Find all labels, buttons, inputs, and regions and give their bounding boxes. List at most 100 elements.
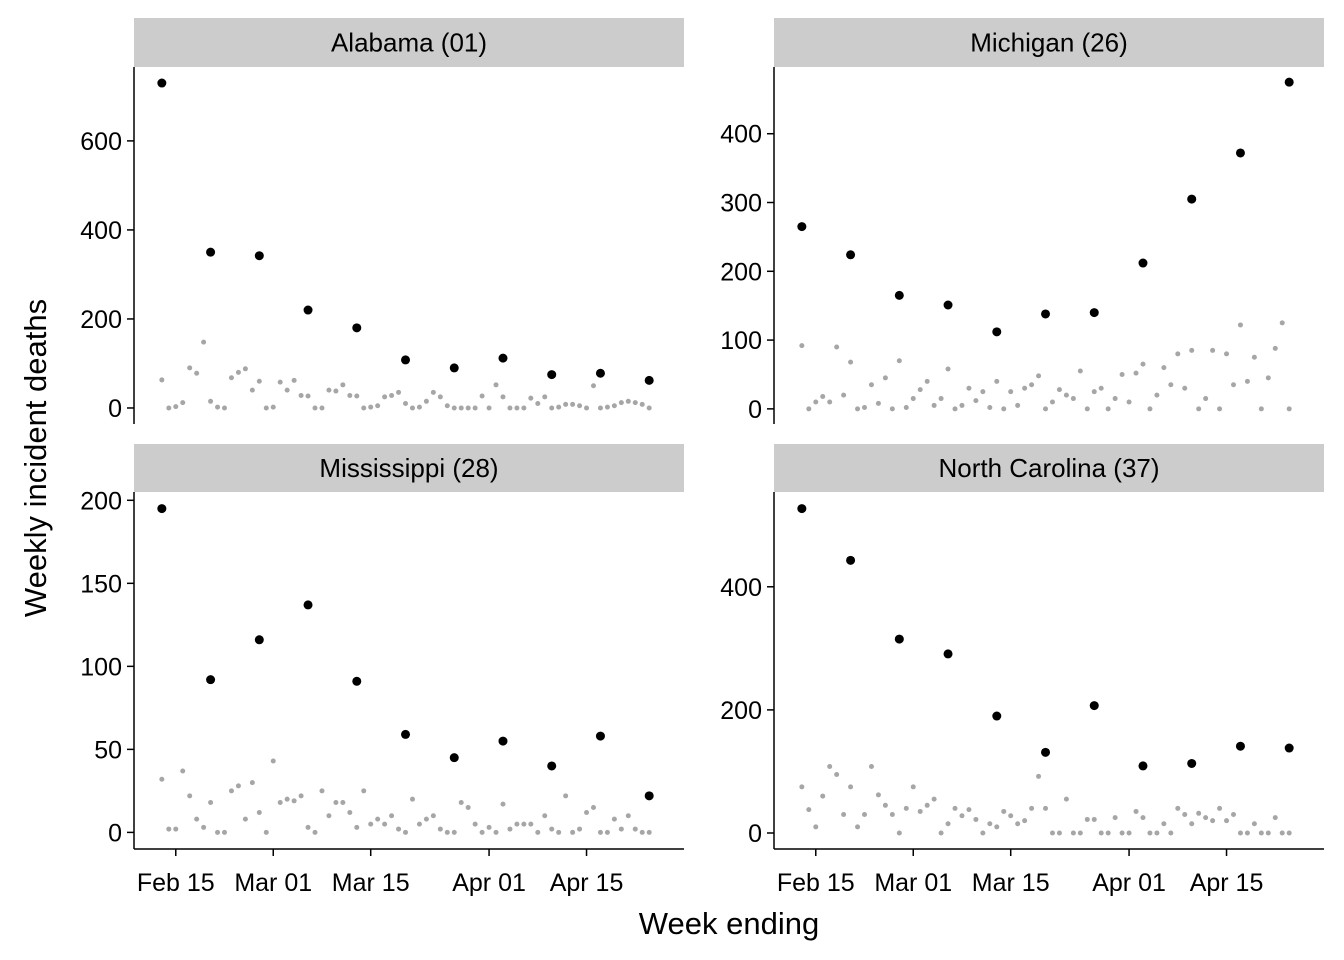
y-tick-label: 0 [748, 820, 762, 848]
y-tick-label: 400 [80, 217, 122, 245]
point [1235, 148, 1245, 158]
point [1154, 830, 1160, 836]
point [820, 793, 826, 799]
point [590, 804, 596, 810]
point [254, 635, 264, 645]
y-tick-label: 400 [720, 121, 762, 149]
point [1089, 701, 1099, 711]
point [340, 382, 346, 388]
point [1182, 812, 1188, 818]
point [813, 399, 819, 405]
point [980, 389, 986, 395]
point [644, 791, 654, 801]
point [1091, 389, 1097, 395]
point [959, 402, 965, 408]
x-axis-label: Week ending [639, 906, 819, 941]
point [166, 405, 172, 411]
point [1036, 373, 1042, 379]
point [416, 404, 422, 410]
y-tick-label: 100 [80, 653, 122, 681]
point [403, 829, 409, 835]
point [1161, 821, 1167, 827]
point [882, 802, 888, 808]
point [862, 812, 868, 818]
point [855, 824, 861, 830]
point [1112, 396, 1118, 402]
point [903, 805, 909, 811]
point [401, 355, 411, 365]
point [1168, 382, 1174, 388]
point [875, 792, 881, 798]
point [500, 394, 506, 400]
point [875, 400, 881, 406]
point [291, 377, 297, 383]
strip [134, 444, 684, 492]
point [868, 382, 874, 388]
point [535, 401, 541, 407]
point [409, 796, 415, 802]
point [430, 389, 436, 395]
point [312, 829, 318, 835]
point [254, 251, 264, 261]
point [277, 800, 283, 806]
point [173, 826, 179, 832]
point [1265, 375, 1271, 381]
point [646, 405, 652, 411]
x-tick-label: Mar 15 [972, 869, 1050, 897]
point [1272, 815, 1278, 821]
point [1244, 378, 1250, 384]
point [305, 824, 311, 830]
point [1070, 830, 1076, 836]
point [479, 829, 485, 835]
point [611, 816, 617, 822]
point [1138, 258, 1148, 268]
point [368, 821, 374, 827]
point [180, 768, 186, 774]
point [382, 394, 388, 400]
point [813, 824, 819, 830]
point [1077, 368, 1083, 374]
point [1089, 308, 1099, 318]
point [1077, 830, 1083, 836]
point [1105, 830, 1111, 836]
point [1056, 830, 1062, 836]
point [222, 829, 228, 835]
point [368, 404, 374, 410]
point [855, 406, 861, 412]
point [595, 368, 605, 378]
point [1265, 830, 1271, 836]
point [1015, 821, 1021, 827]
point [528, 395, 534, 401]
point [228, 788, 234, 794]
point [498, 736, 508, 746]
point [206, 247, 216, 257]
point [354, 824, 360, 830]
point [507, 405, 513, 411]
point [584, 809, 590, 815]
point [396, 389, 402, 395]
point [868, 764, 874, 770]
point [1251, 354, 1257, 360]
point [514, 821, 520, 827]
point [577, 403, 583, 409]
point [1133, 808, 1139, 814]
point [841, 392, 847, 398]
point [994, 378, 1000, 384]
point [270, 758, 276, 764]
point [917, 387, 923, 393]
point [535, 829, 541, 835]
point [312, 405, 318, 411]
point [449, 363, 459, 373]
panel-title: Michigan (26) [970, 28, 1128, 58]
point [917, 808, 923, 814]
point [1284, 743, 1294, 753]
point [994, 824, 1000, 830]
point [848, 784, 854, 790]
point [1161, 365, 1167, 371]
point [1138, 761, 1148, 771]
y-tick-label: 300 [720, 190, 762, 218]
point [173, 404, 179, 410]
point [242, 816, 248, 822]
strip [134, 18, 684, 67]
point [604, 404, 610, 410]
